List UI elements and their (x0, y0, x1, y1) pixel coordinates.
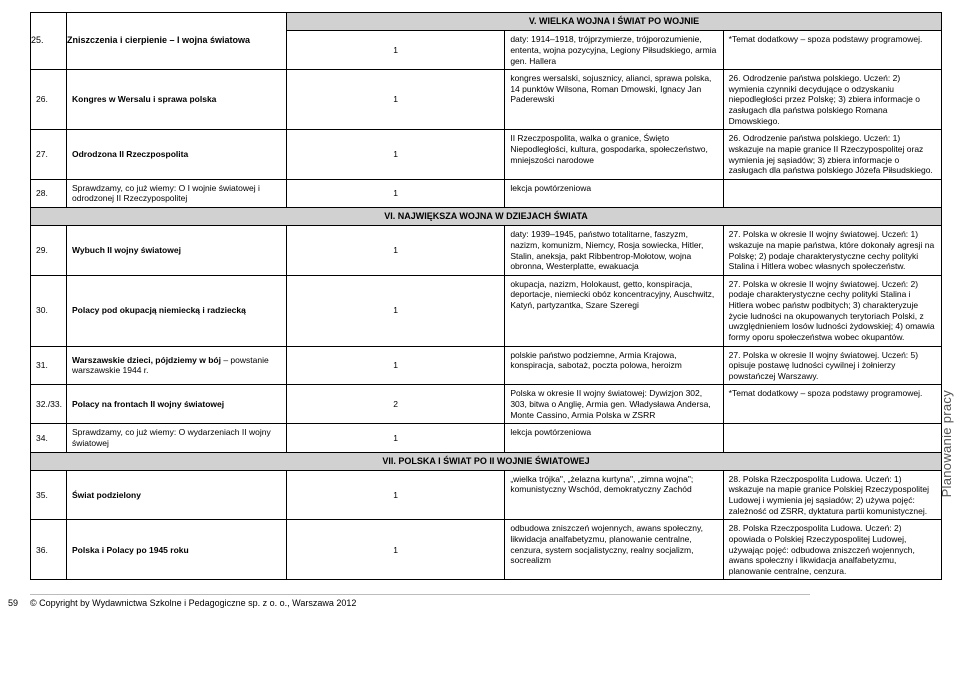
row-num: 32./33. (31, 385, 67, 424)
table-row: 29. Wybuch II wojny światowej 1 daty: 19… (31, 226, 942, 276)
section-header-6: VI. NAJWIĘKSZA WOJNA W DZIEJACH ŚWIATA (31, 208, 942, 226)
row-hours: 1 (287, 424, 505, 452)
table-row: 28. Sprawdzamy, co już wiemy: O I wojnie… (31, 179, 942, 207)
row-topic: Zniszczenia i cierpienie – I wojna świat… (67, 13, 287, 70)
row-hours: 2 (287, 385, 505, 424)
row-outcome: 28. Polska Rzeczpospolita Ludowa. Uczeń:… (723, 470, 941, 520)
row-hours: 1 (287, 275, 505, 346)
row-content: daty: 1914–1918, trójprzymierze, trójpor… (505, 31, 723, 70)
row-num: 27. (31, 130, 67, 180)
row-num: 26. (31, 70, 67, 130)
row-content: lekcja powtórzeniowa (505, 424, 723, 452)
row-outcome: 28. Polska Rzeczpospolita Ludowa. Uczeń:… (723, 520, 941, 580)
row-outcome (723, 179, 941, 207)
row-outcome (723, 424, 941, 452)
side-label: Planowanie pracy (939, 390, 955, 497)
row-outcome: 26. Odrodzenie państwa polskiego. Uczeń:… (723, 70, 941, 130)
curriculum-table: 25. Zniszczenia i cierpienie – I wojna ś… (30, 12, 942, 580)
row-content: „wielka trójka", „żelazna kurtyna", „zim… (505, 470, 723, 520)
table-row: 27. Odrodzona II Rzeczpospolita 1 II Rze… (31, 130, 942, 180)
row-outcome: 27. Polska w okresie II wojny światowej.… (723, 226, 941, 276)
table-row: 34. Sprawdzamy, co już wiemy: O wydarzen… (31, 424, 942, 452)
row-content: Polska w okresie II wojny światowej: Dyw… (505, 385, 723, 424)
row-num: 35. (31, 470, 67, 520)
row-outcome: 27. Polska w okresie II wojny światowej.… (723, 346, 941, 385)
row-hours: 1 (287, 70, 505, 130)
row-content: daty: 1939–1945, państwo totalitarne, fa… (505, 226, 723, 276)
row-num: 34. (31, 424, 67, 452)
row-num: 25. (31, 13, 67, 70)
page-number: 59 (8, 598, 18, 609)
row-num: 31. (31, 346, 67, 385)
table-row: 36. Polska i Polacy po 1945 roku 1 odbud… (31, 520, 942, 580)
row-topic: Sprawdzamy, co już wiemy: O I wojnie świ… (67, 179, 287, 207)
row-hours: 1 (287, 470, 505, 520)
row-num: 36. (31, 520, 67, 580)
row-outcome: *Temat dodatkowy – spoza podstawy progra… (723, 31, 941, 70)
row-num: 30. (31, 275, 67, 346)
row-outcome: 26. Odrodzenie państwa polskiego. Uczeń:… (723, 130, 941, 180)
row-outcome: *Temat dodatkowy – spoza podstawy progra… (723, 385, 941, 424)
row-content: okupacja, nazizm, Holokaust, getto, kons… (505, 275, 723, 346)
row-topic: Odrodzona II Rzeczpospolita (67, 130, 287, 180)
row-topic: Polska i Polacy po 1945 roku (67, 520, 287, 580)
table-row: 32./33. Polacy na frontach II wojny świa… (31, 385, 942, 424)
row-content: lekcja powtórzeniowa (505, 179, 723, 207)
row-hours: 1 (287, 31, 505, 70)
section-header-5: V. WIELKA WOJNA I ŚWIAT PO WOJNIE (287, 13, 942, 31)
row-topic: Sprawdzamy, co już wiemy: O wydarzeniach… (67, 424, 287, 452)
row-topic: Polacy pod okupacją niemiecką i radzieck… (67, 275, 287, 346)
row-hours: 1 (287, 226, 505, 276)
row-content: odbudowa zniszczeń wojennych, awans społ… (505, 520, 723, 580)
table-row: 35. Świat podzielony 1 „wielka trójka", … (31, 470, 942, 520)
row-hours: 1 (287, 179, 505, 207)
row-hours: 1 (287, 346, 505, 385)
row-topic: Warszawskie dzieci, pójdziemy w bój – po… (67, 346, 287, 385)
row-topic: Kongres w Wersalu i sprawa polska (67, 70, 287, 130)
row-content: II Rzeczpospolita, walka o granice, Świę… (505, 130, 723, 180)
table-row: 30. Polacy pod okupacją niemiecką i radz… (31, 275, 942, 346)
row-content: polskie państwo podziemne, Armia Krajowa… (505, 346, 723, 385)
row-hours: 1 (287, 130, 505, 180)
row-topic: Świat podzielony (67, 470, 287, 520)
copyright-text: © Copyright by Wydawnictwa Szkolne i Ped… (30, 594, 810, 609)
table-row: 31. Warszawskie dzieci, pójdziemy w bój … (31, 346, 942, 385)
table-row: 26. Kongres w Wersalu i sprawa polska 1 … (31, 70, 942, 130)
row-topic: Polacy na frontach II wojny światowej (67, 385, 287, 424)
row-topic: Wybuch II wojny światowej (67, 226, 287, 276)
row-num: 28. (31, 179, 67, 207)
section-header-7: VII. POLSKA I ŚWIAT PO II WOJNIE ŚWIATOW… (31, 452, 942, 470)
row-outcome: 27. Polska w okresie II wojny światowej.… (723, 275, 941, 346)
row-content: kongres wersalski, sojusznicy, alianci, … (505, 70, 723, 130)
row-num: 29. (31, 226, 67, 276)
row-hours: 1 (287, 520, 505, 580)
